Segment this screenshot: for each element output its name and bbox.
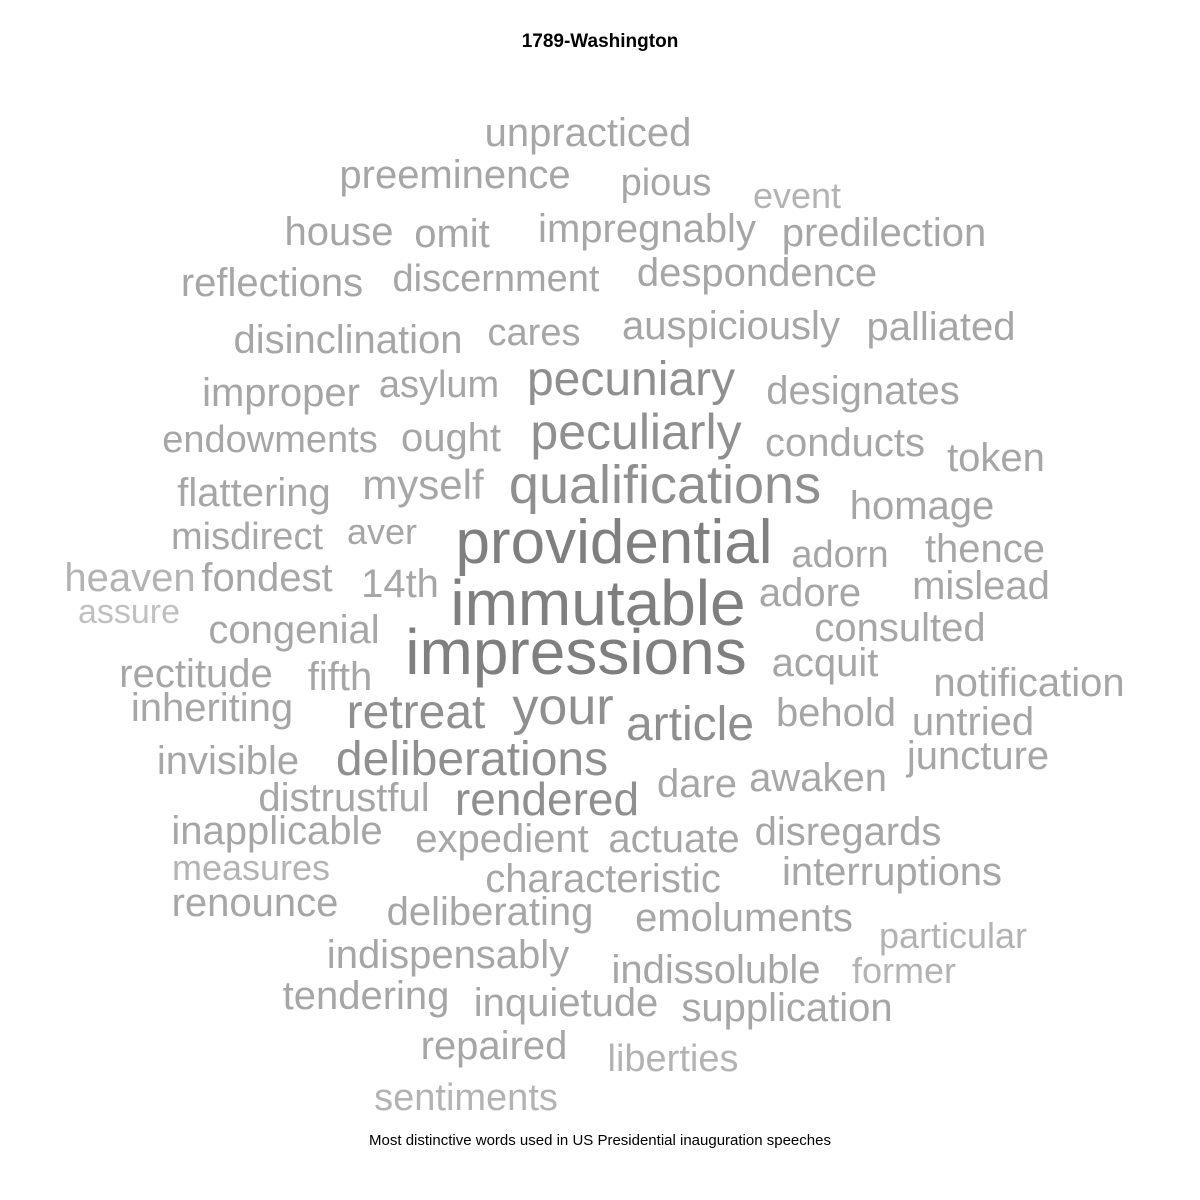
word-preeminence: preeminence bbox=[339, 153, 571, 197]
word-sentiments: sentiments bbox=[374, 1077, 558, 1119]
chart-title: 1789-Washington bbox=[521, 31, 679, 52]
word-your: your bbox=[512, 678, 614, 736]
word-asylum: asylum bbox=[378, 364, 500, 406]
word-despondence: despondence bbox=[636, 251, 878, 295]
word-renounce: renounce bbox=[171, 881, 339, 925]
word-homage: homage bbox=[849, 484, 995, 528]
word-conducts: conducts bbox=[764, 421, 926, 465]
word-ought: ought bbox=[400, 416, 502, 460]
word-pious: pious bbox=[620, 162, 712, 204]
word-congenial: congenial bbox=[208, 608, 380, 652]
word-retreat: retreat bbox=[346, 686, 486, 739]
word-juncture: juncture bbox=[906, 734, 1050, 778]
word-indispensably: indispensably bbox=[326, 933, 570, 977]
word-interruptions: interruptions bbox=[781, 850, 1003, 894]
word-actuate: actuate bbox=[608, 817, 740, 861]
word-inheriting: inheriting bbox=[130, 686, 294, 730]
word-disregards: disregards bbox=[754, 810, 942, 854]
word-consulted: consulted bbox=[814, 606, 986, 650]
word-providential: providential bbox=[455, 508, 773, 577]
word-event: event bbox=[752, 175, 842, 216]
word-invisible: invisible bbox=[156, 739, 300, 783]
word-palliated: palliated bbox=[866, 305, 1016, 349]
word-rectitude: rectitude bbox=[119, 652, 273, 696]
word-14th: 14th bbox=[361, 562, 439, 606]
word-article: article bbox=[625, 698, 755, 751]
word-designates: designates bbox=[766, 369, 960, 413]
word-fifth: fifth bbox=[307, 655, 373, 699]
word-expedient: expedient bbox=[415, 817, 589, 861]
word-pecuniary: pecuniary bbox=[526, 353, 736, 406]
word-mislead: mislead bbox=[912, 564, 1050, 608]
word-unpracticed: unpracticed bbox=[484, 111, 692, 155]
word-rendered: rendered bbox=[454, 773, 640, 825]
word-particular: particular bbox=[878, 915, 1028, 956]
word-flattering: flattering bbox=[177, 471, 331, 515]
word-characteristic: characteristic bbox=[485, 857, 721, 901]
word-misdirect: misdirect bbox=[170, 516, 324, 558]
word-inquietude: inquietude bbox=[473, 981, 659, 1025]
word-emoluments: emoluments bbox=[635, 896, 853, 940]
word-behold: behold bbox=[775, 691, 897, 735]
word-adore: adore bbox=[758, 571, 862, 615]
word-measures: measures bbox=[171, 847, 331, 888]
word-token: token bbox=[947, 436, 1045, 480]
word-awaken: awaken bbox=[749, 756, 887, 800]
word-fondest: fondest bbox=[201, 556, 333, 600]
word-supplication: supplication bbox=[681, 986, 893, 1030]
word-former: former bbox=[851, 950, 957, 991]
word-distrustful: distrustful bbox=[258, 776, 430, 820]
word-aver: aver bbox=[346, 511, 418, 552]
word-tendering: tendering bbox=[282, 974, 450, 1018]
word-inapplicable: inapplicable bbox=[171, 809, 383, 853]
word-indissoluble: indissoluble bbox=[611, 948, 821, 992]
word-deliberations: deliberations bbox=[335, 733, 609, 786]
word-liberties: liberties bbox=[607, 1038, 739, 1080]
word-myself: myself bbox=[362, 461, 484, 508]
word-immutable: immutable bbox=[450, 567, 746, 639]
word-notification: notification bbox=[933, 661, 1125, 705]
word-house: house bbox=[284, 210, 394, 254]
word-omit: omit bbox=[414, 212, 490, 256]
word-repaired: repaired bbox=[420, 1024, 568, 1068]
word-auspiciously: auspiciously bbox=[622, 304, 840, 348]
word-predilection: predilection bbox=[781, 211, 987, 255]
word-heaven: heaven bbox=[64, 556, 196, 600]
word-endowments: endowments bbox=[162, 419, 378, 461]
word-deliberating: deliberating bbox=[386, 890, 594, 934]
chart-caption: Most distinctive words used in US Presid… bbox=[369, 1132, 831, 1149]
word-assure: assure bbox=[77, 593, 181, 631]
word-discernment: discernment bbox=[392, 258, 600, 300]
word-dare: dare bbox=[656, 762, 738, 806]
word-qualifications: qualifications bbox=[508, 455, 822, 515]
word-acquit: acquit bbox=[771, 641, 879, 685]
word-cares: cares bbox=[487, 312, 581, 354]
word-untried: untried bbox=[911, 700, 1035, 744]
word-impregnably: impregnably bbox=[538, 207, 756, 251]
word-reflections: reflections bbox=[180, 261, 364, 305]
word-peculiarly: peculiarly bbox=[530, 404, 742, 460]
word-improper: improper bbox=[202, 371, 360, 415]
word-impressions: impressions bbox=[405, 616, 747, 688]
word-disinclination: disinclination bbox=[233, 318, 463, 362]
word-adorn: adorn bbox=[791, 534, 889, 576]
word-thence: thence bbox=[924, 527, 1046, 571]
